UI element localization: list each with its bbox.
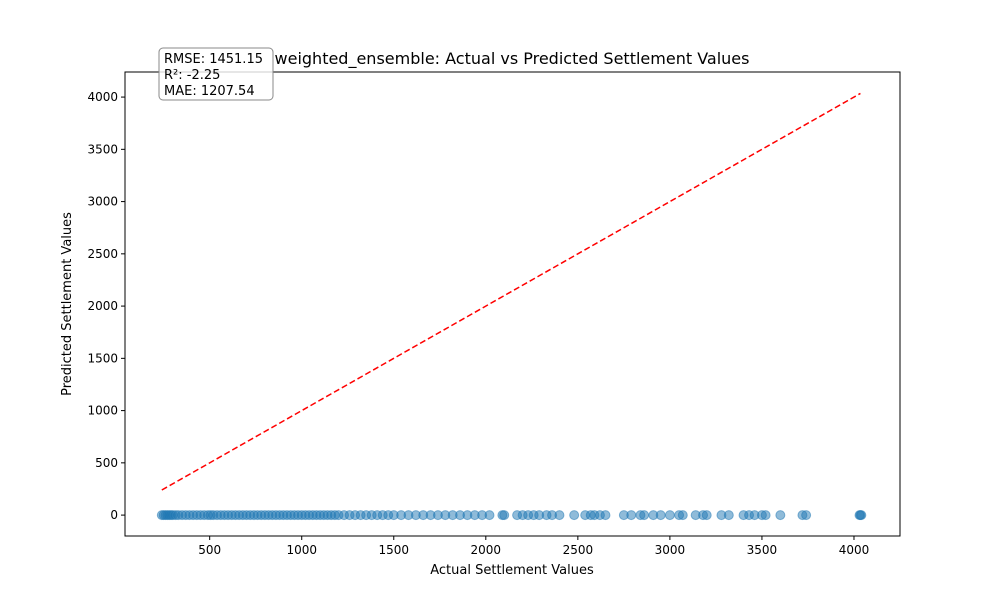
data-point xyxy=(856,510,867,521)
data-point xyxy=(626,510,637,521)
metrics-annotation: RMSE: 1451.15 R²: -2.25 MAE: 1207.54 xyxy=(158,47,274,101)
data-point xyxy=(723,510,734,521)
data-point xyxy=(677,510,688,521)
y-tick-label: 1500 xyxy=(87,351,118,365)
data-point xyxy=(600,510,611,521)
data-point xyxy=(499,510,510,521)
x-tick-label: 2500 xyxy=(563,543,594,557)
x-axis-label: Actual Settlement Values xyxy=(430,563,594,578)
y-tick-label: 2500 xyxy=(87,247,118,261)
x-tick-label: 3000 xyxy=(655,543,686,557)
y-tick-label: 2000 xyxy=(87,299,118,313)
x-tick-label: 4000 xyxy=(839,543,870,557)
y-tick-label: 3000 xyxy=(87,195,118,209)
y-tick-label: 3500 xyxy=(87,142,118,156)
y-tick-label: 500 xyxy=(95,456,118,470)
reference-line xyxy=(161,92,861,491)
data-point xyxy=(484,510,495,521)
data-point xyxy=(639,510,650,521)
metrics-rmse: RMSE: 1451.15 xyxy=(164,52,263,67)
data-point xyxy=(554,510,565,521)
data-point xyxy=(801,510,812,521)
data-point xyxy=(655,510,666,521)
x-tick-label: 1500 xyxy=(378,543,409,557)
y-tick-label: 0 xyxy=(110,508,118,522)
y-tick-label: 1000 xyxy=(87,404,118,418)
metrics-r2: R²: -2.25 xyxy=(164,68,220,83)
x-tick-label: 3500 xyxy=(747,543,778,557)
data-point xyxy=(701,510,712,521)
plot-frame xyxy=(124,71,901,537)
chart-title: weighted_ensemble: Actual vs Predicted S… xyxy=(275,49,750,69)
x-tick-label: 1000 xyxy=(286,543,317,557)
metrics-annotation-box xyxy=(158,47,274,101)
data-point xyxy=(760,510,771,521)
data-point xyxy=(664,510,675,521)
metrics-mae: MAE: 1207.54 xyxy=(164,84,255,99)
x-tick-label: 2000 xyxy=(471,543,502,557)
x-tick-label: 500 xyxy=(198,543,221,557)
y-tick-label: 4000 xyxy=(87,90,118,104)
data-point xyxy=(569,510,580,521)
y-axis-label: Predicted Settlement Values xyxy=(60,212,75,396)
data-point xyxy=(775,510,786,521)
